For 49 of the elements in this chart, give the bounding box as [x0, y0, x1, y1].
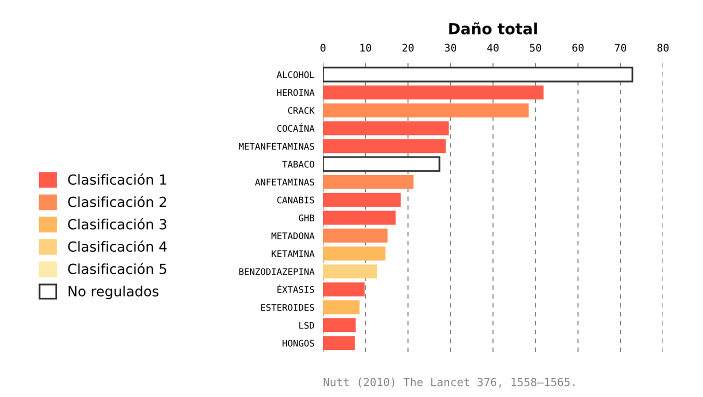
x-tick-label: 40	[487, 44, 499, 52]
x-tick-label: 20	[402, 44, 414, 52]
bar	[323, 282, 365, 296]
legend-label: Clasificación 2	[68, 196, 166, 208]
x-tick-label: 60	[572, 44, 584, 52]
y-tick-label: ÉXTASIS	[277, 284, 314, 293]
x-tick-label: 10	[360, 44, 372, 52]
y-tick-label: CANABIS	[277, 196, 314, 204]
bar	[323, 139, 446, 154]
y-tick-label: GHB	[298, 214, 314, 222]
bar	[323, 318, 356, 332]
x-tick-label: 70	[614, 44, 626, 52]
y-tick-label: METADONA	[272, 232, 315, 240]
bar	[323, 210, 396, 225]
y-tick-label: ALCOHOL	[276, 71, 314, 78]
y-tick-label: BENZODIAZEPINA	[239, 268, 315, 276]
bar	[323, 121, 449, 136]
x-tick-label: 0	[320, 44, 326, 52]
y-tick-label: COCAÍNA	[277, 123, 315, 132]
bar	[323, 156, 440, 172]
y-tick-label: HONGOS	[282, 340, 314, 347]
bar	[323, 192, 401, 207]
legend-label: Clasificación 5	[68, 262, 166, 274]
bar	[323, 336, 355, 350]
bar	[323, 85, 544, 100]
chart-title: Daño total	[449, 22, 537, 34]
bar	[323, 264, 377, 278]
y-tick-label: ANFETAMINAS	[255, 178, 314, 186]
legend-label: Clasificación 1	[68, 174, 166, 185]
x-tick-label: 30	[444, 44, 456, 52]
legend-label: Clasificación 4	[68, 240, 167, 252]
text: Nutt (2010) The Lancet 376, 1558–1565.	[324, 378, 575, 388]
x-tick-label: 50	[530, 44, 542, 52]
y-tick-label: CRACK	[288, 107, 315, 114]
bar	[323, 300, 360, 314]
bar	[323, 103, 529, 118]
y-tick-label: TABACO	[282, 160, 314, 168]
y-tick-label: ESTEROIDES	[261, 304, 314, 311]
y-tick-label: KETAMINA	[272, 250, 315, 257]
legend-label: No regulados	[68, 286, 158, 300]
y-tick-label: HEROINA	[277, 89, 315, 96]
x-tick-label: 80	[657, 44, 669, 52]
bar	[323, 246, 386, 261]
legend-label: Clasificación 3	[68, 218, 166, 230]
bar	[323, 228, 388, 243]
bar	[323, 66, 634, 82]
y-tick-label: METANFETAMINAS	[238, 142, 314, 150]
y-tick-label: LSD	[299, 322, 314, 329]
bar	[323, 174, 414, 189]
